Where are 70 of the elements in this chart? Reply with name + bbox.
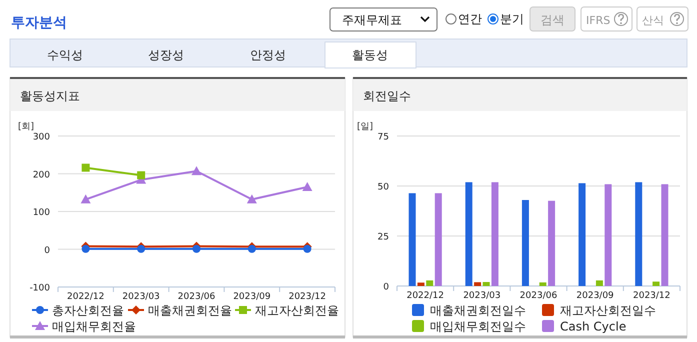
- bar: [604, 184, 612, 286]
- point: [82, 244, 90, 253]
- bar: [578, 183, 586, 286]
- chart-title: 활동성지표: [20, 89, 80, 103]
- point: [192, 244, 200, 253]
- legend-label: 매입채무회전일수: [430, 320, 526, 334]
- x-tick-label: 2023/06: [520, 291, 558, 301]
- bar: [491, 182, 498, 286]
- y-tick-label: 25: [378, 232, 389, 242]
- point: [192, 166, 202, 176]
- text: 안정성: [250, 48, 286, 62]
- bar: [434, 193, 442, 286]
- y-tick-label: 50: [378, 182, 390, 192]
- x-tick-label: 2023/03: [463, 291, 501, 301]
- legend-label: 재고자산회전일수: [560, 304, 656, 318]
- x-tick-label: 2023/09: [576, 291, 614, 301]
- text: 수익성: [47, 48, 83, 62]
- chart-title: 회전일수: [363, 89, 411, 103]
- bar: [408, 193, 416, 286]
- text: 검색: [540, 13, 564, 27]
- bar: [465, 182, 472, 286]
- y-tick-label: 0: [44, 246, 50, 256]
- bar: [548, 200, 556, 286]
- bar: [635, 182, 642, 286]
- text: 연간: [458, 12, 482, 26]
- point: [82, 164, 90, 172]
- legend-label: 매출채권회전일수: [430, 304, 526, 318]
- y-tick-label: 100: [32, 208, 50, 218]
- y-tick-label: -100: [30, 284, 50, 294]
- x-tick-label: 2022/12: [67, 292, 104, 302]
- x-tick-label: 2023/12: [633, 291, 670, 301]
- text: 활동성: [352, 48, 388, 62]
- text: 분기: [500, 12, 524, 26]
- legend-label: 총자산회전율: [52, 304, 124, 318]
- legend-label: 매출채권회전율: [148, 304, 232, 318]
- bar: [474, 282, 482, 286]
- point: [137, 171, 146, 180]
- point: [248, 244, 256, 253]
- bar: [596, 280, 603, 286]
- x-tick-label: 2023/06: [178, 292, 216, 302]
- bar: [417, 282, 424, 286]
- bar: [426, 280, 434, 286]
- y-axis-title: [일]: [357, 122, 374, 132]
- point: [80, 194, 91, 204]
- y-axis-title: [회]: [18, 122, 34, 132]
- y-tick-label: 200: [32, 170, 50, 180]
- bar: [652, 282, 660, 286]
- point: [302, 182, 312, 191]
- bar: [661, 184, 668, 286]
- point: [246, 194, 257, 204]
- y-tick-label: 300: [32, 132, 50, 142]
- text: IFRS: [586, 14, 610, 27]
- legend-label: 재고자산회전율: [255, 304, 339, 318]
- text: 산식: [642, 14, 664, 27]
- bar: [539, 282, 546, 286]
- bar: [482, 282, 490, 286]
- point: [137, 244, 146, 253]
- legend-label: Cash Cycle: [560, 320, 626, 334]
- x-tick-label: 2023/12: [288, 292, 326, 302]
- text: 성장성: [148, 48, 184, 62]
- x-tick-label: 2022/12: [406, 291, 444, 301]
- y-tick-label: 75: [378, 132, 389, 142]
- bar: [522, 200, 529, 286]
- point: [303, 244, 312, 253]
- legend-label: 매입채무회전율: [52, 320, 136, 334]
- x-tick-label: 2023/03: [122, 292, 160, 302]
- text: 주재무제표: [342, 13, 402, 27]
- x-tick-label: 2023/09: [233, 292, 271, 302]
- y-tick-label: 0: [383, 282, 390, 292]
- text: 투자분석: [11, 15, 67, 31]
